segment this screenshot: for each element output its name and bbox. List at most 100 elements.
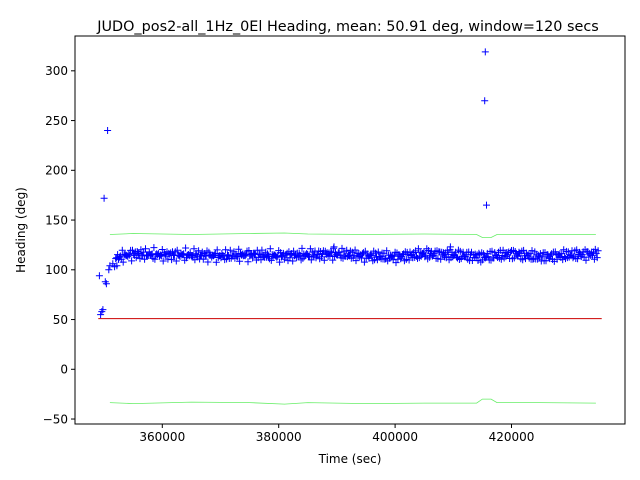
data-point bbox=[495, 248, 502, 256]
data-point bbox=[182, 244, 190, 252]
data-point bbox=[274, 252, 282, 260]
data-point bbox=[210, 251, 218, 259]
data-point bbox=[589, 251, 596, 259]
data-point bbox=[298, 244, 306, 252]
data-point bbox=[441, 253, 448, 261]
data-point bbox=[542, 257, 550, 265]
data-point-outlier bbox=[102, 280, 110, 288]
data-point bbox=[125, 250, 133, 258]
data-point bbox=[329, 256, 337, 264]
data-point bbox=[320, 256, 328, 264]
data-point bbox=[151, 255, 159, 263]
data-point-outlier bbox=[109, 260, 117, 268]
data-point bbox=[307, 256, 315, 264]
data-point bbox=[262, 248, 270, 256]
data-point bbox=[375, 253, 383, 261]
data-point bbox=[202, 252, 210, 260]
data-point bbox=[255, 250, 263, 258]
data-point bbox=[213, 246, 221, 254]
data-point bbox=[297, 256, 305, 264]
y-tick-label: 50 bbox=[53, 313, 68, 327]
data-point bbox=[360, 258, 368, 266]
data-point bbox=[290, 247, 298, 255]
data-point bbox=[343, 246, 351, 254]
data-point-outlier bbox=[113, 262, 121, 270]
data-point bbox=[224, 251, 231, 259]
axes-frame bbox=[74, 35, 626, 425]
data-point bbox=[414, 254, 421, 262]
data-point bbox=[180, 250, 188, 258]
data-point bbox=[289, 257, 297, 265]
plot-area bbox=[95, 48, 602, 405]
data-point bbox=[548, 250, 556, 258]
data-point bbox=[352, 257, 360, 265]
data-point bbox=[236, 257, 244, 265]
data-point bbox=[204, 258, 212, 266]
data-point bbox=[280, 255, 288, 263]
data-point bbox=[266, 245, 274, 253]
x-axis-label: Time (sec) bbox=[318, 452, 382, 466]
data-point bbox=[593, 254, 601, 262]
data-point bbox=[195, 247, 203, 255]
data-point bbox=[383, 247, 391, 255]
data-point bbox=[190, 245, 198, 253]
lower-bound-line bbox=[109, 398, 596, 405]
data-point bbox=[159, 257, 167, 265]
y-tick-label: 300 bbox=[45, 64, 68, 78]
data-point bbox=[414, 245, 422, 253]
y-axis: −50 0 50 100 150 200 250 300 bbox=[43, 64, 75, 426]
data-point bbox=[233, 252, 241, 260]
y-tick-label: 250 bbox=[45, 114, 68, 128]
data-point bbox=[168, 256, 176, 264]
chart-title: JUDO_pos2-all_1Hz_0El Heading, mean: 50.… bbox=[96, 19, 599, 35]
data-point bbox=[437, 255, 445, 263]
y-axis-label: Heading (deg) bbox=[14, 187, 28, 273]
data-point bbox=[423, 245, 431, 253]
data-point-outlier bbox=[104, 127, 112, 134]
data-point bbox=[351, 246, 359, 254]
data-point-outlier bbox=[105, 266, 113, 274]
y-tick-label: 0 bbox=[60, 363, 68, 377]
data-point bbox=[368, 252, 376, 260]
x-tick-label: 420000 bbox=[489, 430, 535, 444]
data-point bbox=[574, 255, 582, 263]
data-point bbox=[188, 252, 196, 259]
data-point-outlier bbox=[97, 311, 105, 319]
data-point-outlier bbox=[99, 306, 107, 314]
data-point bbox=[212, 258, 220, 266]
data-point bbox=[518, 247, 526, 255]
x-axis: 360000 380000 400000 420000 bbox=[139, 424, 534, 444]
data-point bbox=[156, 251, 164, 259]
data-point bbox=[244, 258, 252, 266]
data-point bbox=[374, 248, 382, 256]
data-point bbox=[538, 253, 546, 261]
y-tick-label: 150 bbox=[45, 213, 68, 227]
data-point bbox=[267, 256, 275, 264]
data-point bbox=[172, 257, 180, 265]
y-tick-label: −50 bbox=[43, 412, 68, 426]
data-point-outlier bbox=[330, 243, 338, 251]
data-point bbox=[594, 247, 602, 255]
data-point bbox=[142, 245, 149, 253]
data-point-outlier bbox=[481, 97, 489, 105]
y-tick-label: 200 bbox=[45, 164, 68, 178]
data-point bbox=[226, 246, 234, 254]
data-point bbox=[150, 244, 158, 252]
x-tick-label: 400000 bbox=[372, 430, 418, 444]
data-point bbox=[132, 254, 140, 262]
data-point bbox=[306, 245, 314, 253]
data-point bbox=[524, 251, 532, 259]
data-point bbox=[119, 258, 127, 266]
data-point-outlier bbox=[95, 272, 103, 280]
data-point bbox=[235, 245, 243, 253]
data-point-outlier bbox=[100, 194, 108, 202]
data-point-outlier bbox=[446, 243, 454, 251]
data-point bbox=[250, 249, 258, 257]
data-point bbox=[258, 246, 266, 254]
x-tick-label: 380000 bbox=[256, 430, 302, 444]
data-point bbox=[211, 250, 219, 257]
data-point-outlier bbox=[481, 48, 489, 56]
data-point bbox=[128, 257, 136, 265]
data-point bbox=[173, 246, 181, 254]
